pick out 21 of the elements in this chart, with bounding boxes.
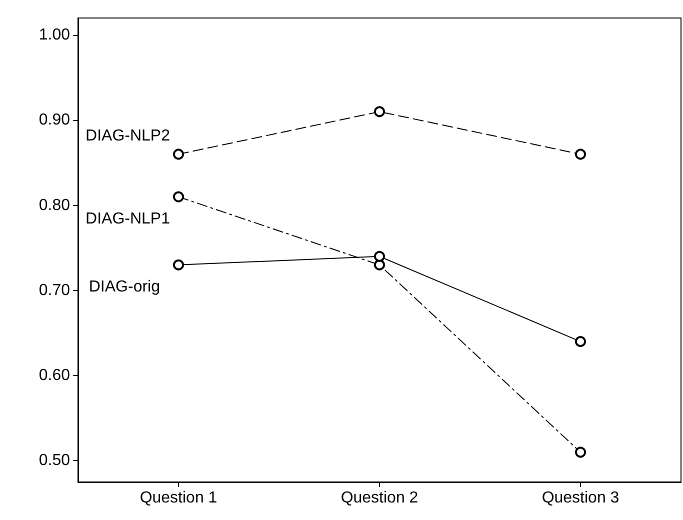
series-label: DIAG-NLP1: [86, 210, 170, 228]
y-tick-label: 1.00: [38, 26, 70, 44]
y-tick-label: 0.90: [38, 112, 70, 129]
y-tick-label: 0.60: [38, 367, 70, 384]
x-tick-label: Question 3: [542, 490, 620, 506]
point: [173, 148, 184, 160]
point: [374, 106, 385, 118]
point: [173, 259, 184, 270]
y-tick-label: 0.50: [38, 452, 70, 470]
x-tick-label: Question 2: [340, 490, 418, 506]
point: [575, 148, 586, 160]
point: [374, 259, 385, 270]
point: [173, 191, 184, 202]
point: [374, 250, 385, 262]
point: [575, 446, 586, 458]
y-tick-label: 0.80: [38, 196, 70, 214]
y-tick-label: 0.70: [38, 282, 70, 299]
series-label: DIAG-NLP2: [86, 128, 170, 145]
x-tick-label: Question 1: [140, 490, 218, 506]
point: [575, 336, 586, 348]
series-label: DIAG-orig: [88, 278, 160, 296]
